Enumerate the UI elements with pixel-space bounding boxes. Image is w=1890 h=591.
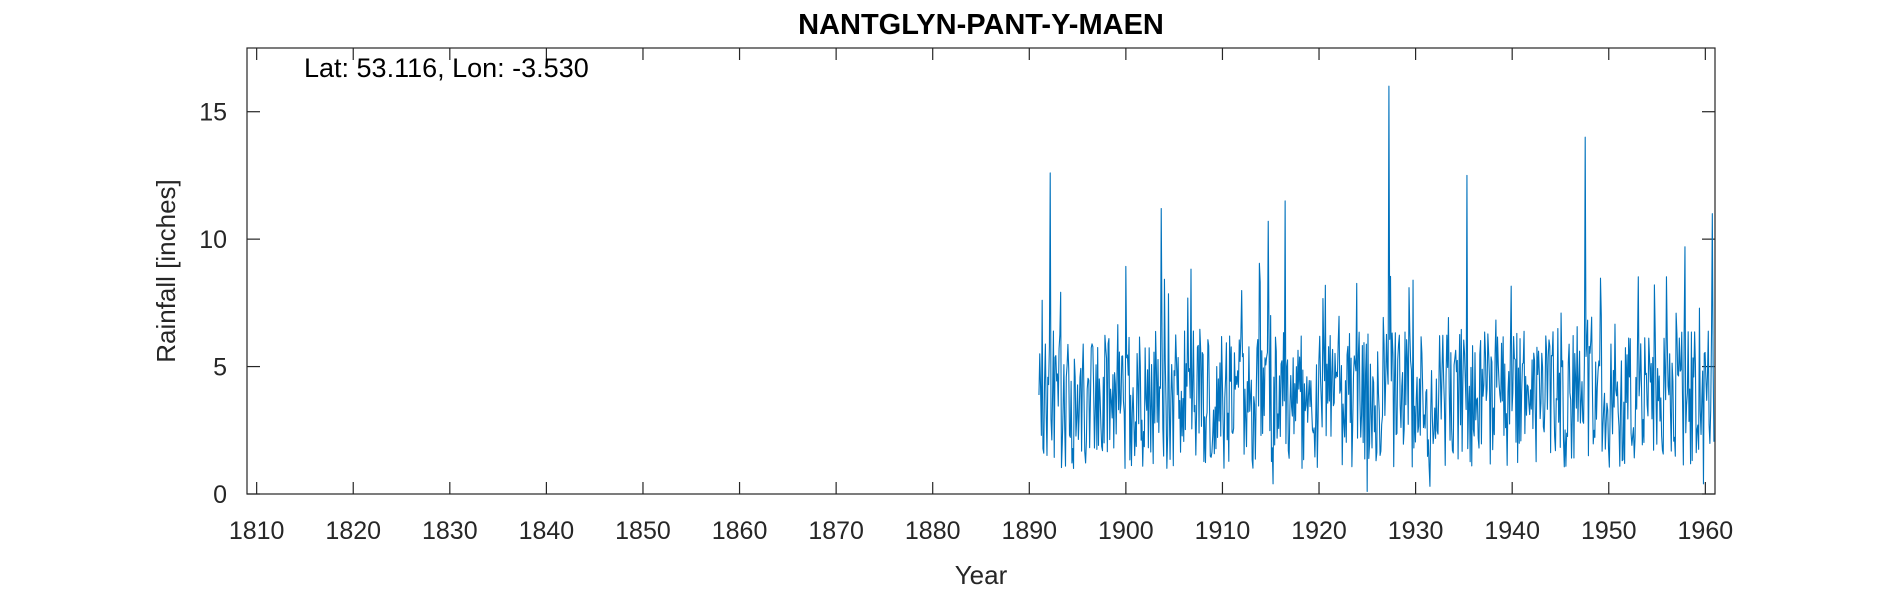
x-tick-label: 1840	[519, 517, 575, 545]
x-tick-label: 1940	[1484, 517, 1540, 545]
x-tick-label: 1910	[1195, 517, 1251, 545]
x-tick-label: 1830	[422, 517, 478, 545]
series-layer	[1038, 85, 1715, 492]
location-annotation: Lat: 53.116, Lon: -3.530	[304, 53, 589, 83]
x-tick-label: 1960	[1678, 517, 1734, 545]
rainfall-series-line	[1038, 85, 1715, 492]
x-tick-label: 1890	[1001, 517, 1057, 545]
x-tick-label: 1870	[808, 517, 864, 545]
x-tick-label: 1820	[325, 517, 381, 545]
y-tick-label: 5	[213, 354, 227, 382]
x-tick-label: 1920	[1291, 517, 1347, 545]
x-tick-label: 1950	[1581, 517, 1637, 545]
x-tick-label: 1900	[1098, 517, 1154, 545]
x-tick-label: 1810	[229, 517, 285, 545]
x-axis-label: Year	[955, 560, 1008, 590]
chart-title: NANTGLYN-PANT-Y-MAEN	[798, 9, 1164, 41]
x-tick-label: 1850	[615, 517, 671, 545]
y-tick-label: 15	[199, 99, 227, 127]
y-tick-label: 0	[213, 481, 227, 509]
x-tick-label: 1930	[1388, 517, 1444, 545]
y-axis-label: Rainfall [inches]	[151, 179, 181, 363]
x-tick-label: 1860	[712, 517, 768, 545]
x-tick-label: 1880	[905, 517, 961, 545]
y-tick-label: 10	[199, 226, 227, 254]
x-axis-ticks: 1810 1820 1830 1840 1850 1860 1870 1880 1890 1900…	[229, 48, 1733, 545]
y-axis-ticks: 0 5 10 15	[199, 99, 1715, 509]
